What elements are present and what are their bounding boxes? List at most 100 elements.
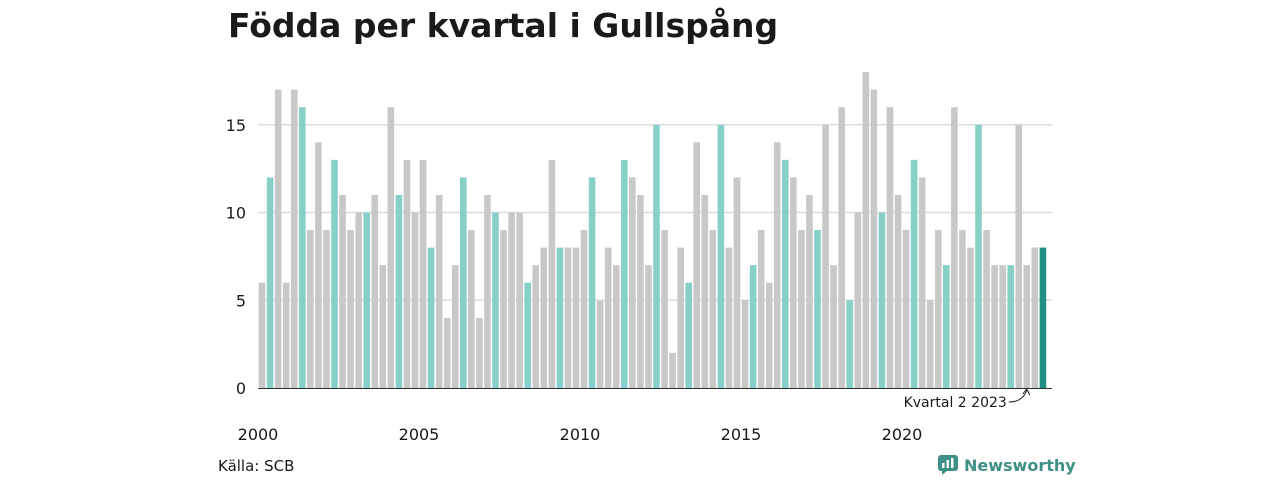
bar	[435, 194, 443, 388]
bar	[934, 230, 942, 388]
bar	[862, 72, 870, 388]
y-tick-label: 15	[226, 116, 246, 135]
bar	[701, 194, 709, 388]
bar	[548, 159, 556, 388]
bar	[822, 124, 829, 388]
bar	[838, 107, 845, 388]
bar	[830, 265, 837, 388]
bars	[258, 72, 1047, 389]
x-tick-label: 2005	[399, 425, 440, 444]
bar	[363, 212, 370, 388]
y-axis: 0 5 10 15	[226, 116, 246, 398]
bar	[395, 194, 403, 388]
bar	[645, 265, 652, 388]
bar	[798, 230, 805, 388]
bar	[1031, 247, 1039, 388]
bar	[604, 247, 612, 388]
bar	[991, 265, 998, 388]
bar	[983, 230, 990, 388]
newsworthy-icon	[938, 455, 958, 475]
bar	[1007, 265, 1014, 388]
bar	[878, 212, 886, 388]
bar	[709, 230, 717, 388]
bar	[588, 177, 596, 388]
x-tick-label: 2000	[238, 425, 279, 444]
bar	[894, 194, 902, 388]
bar	[967, 247, 974, 388]
bar	[556, 247, 564, 388]
bar	[1023, 265, 1031, 388]
bar	[918, 177, 926, 388]
bar	[299, 107, 306, 388]
bar	[476, 317, 483, 388]
bar	[323, 230, 330, 388]
bar	[339, 194, 346, 388]
bar	[468, 230, 475, 388]
bar	[685, 282, 692, 388]
bar	[451, 265, 459, 388]
bar	[653, 124, 660, 388]
bar	[870, 89, 878, 389]
y-tick-label: 5	[236, 291, 246, 310]
bar	[355, 212, 362, 388]
bar	[331, 159, 338, 388]
bar	[540, 247, 548, 388]
bar	[765, 282, 773, 388]
x-axis: 2000 2005 2010 2015 2020	[238, 425, 923, 444]
x-tick-label: 2020	[882, 425, 923, 444]
bar	[951, 107, 958, 388]
source-label: Källa: SCB	[218, 457, 295, 475]
annotation-arrowhead	[1022, 388, 1031, 396]
bar	[693, 142, 701, 388]
bar	[532, 265, 540, 388]
bar	[757, 230, 765, 388]
bar	[443, 317, 451, 388]
bar	[741, 300, 749, 388]
bar	[460, 177, 467, 388]
bar	[347, 230, 354, 388]
brand-logo: Newsworthy	[938, 455, 1076, 475]
y-tick-label: 10	[226, 204, 246, 223]
bar	[1015, 124, 1023, 388]
bar	[580, 230, 588, 388]
bar	[572, 247, 580, 388]
bar	[637, 194, 644, 388]
bar	[508, 212, 515, 388]
bar	[717, 124, 725, 388]
bar	[782, 159, 789, 388]
bar	[307, 230, 314, 388]
annotation-arrow	[1008, 389, 1028, 403]
bar	[846, 300, 853, 388]
bar	[959, 230, 966, 388]
brand-name: Newsworthy	[964, 455, 1076, 475]
bar	[902, 230, 910, 388]
bar	[661, 230, 668, 388]
page-title: Födda per kvartal i Gullspång	[228, 6, 779, 45]
bar	[516, 212, 523, 388]
bar	[790, 177, 797, 388]
bar	[621, 159, 628, 388]
bar	[806, 194, 813, 388]
bar	[500, 230, 507, 388]
bar	[943, 265, 950, 388]
bar	[371, 194, 379, 388]
bar	[725, 247, 733, 388]
bar	[315, 142, 322, 388]
bar	[419, 159, 427, 388]
x-tick-label: 2010	[560, 425, 601, 444]
bar	[387, 107, 395, 388]
bar	[612, 265, 620, 388]
bar	[492, 212, 499, 388]
bar	[733, 177, 741, 388]
bar	[975, 124, 982, 388]
bar	[814, 230, 821, 388]
bar	[854, 212, 862, 388]
bar	[274, 89, 282, 389]
bar	[427, 247, 435, 388]
bar	[749, 265, 757, 388]
bar	[669, 352, 676, 388]
bar	[266, 177, 274, 388]
bar	[677, 247, 684, 388]
bar	[910, 159, 918, 388]
bar	[773, 142, 781, 388]
